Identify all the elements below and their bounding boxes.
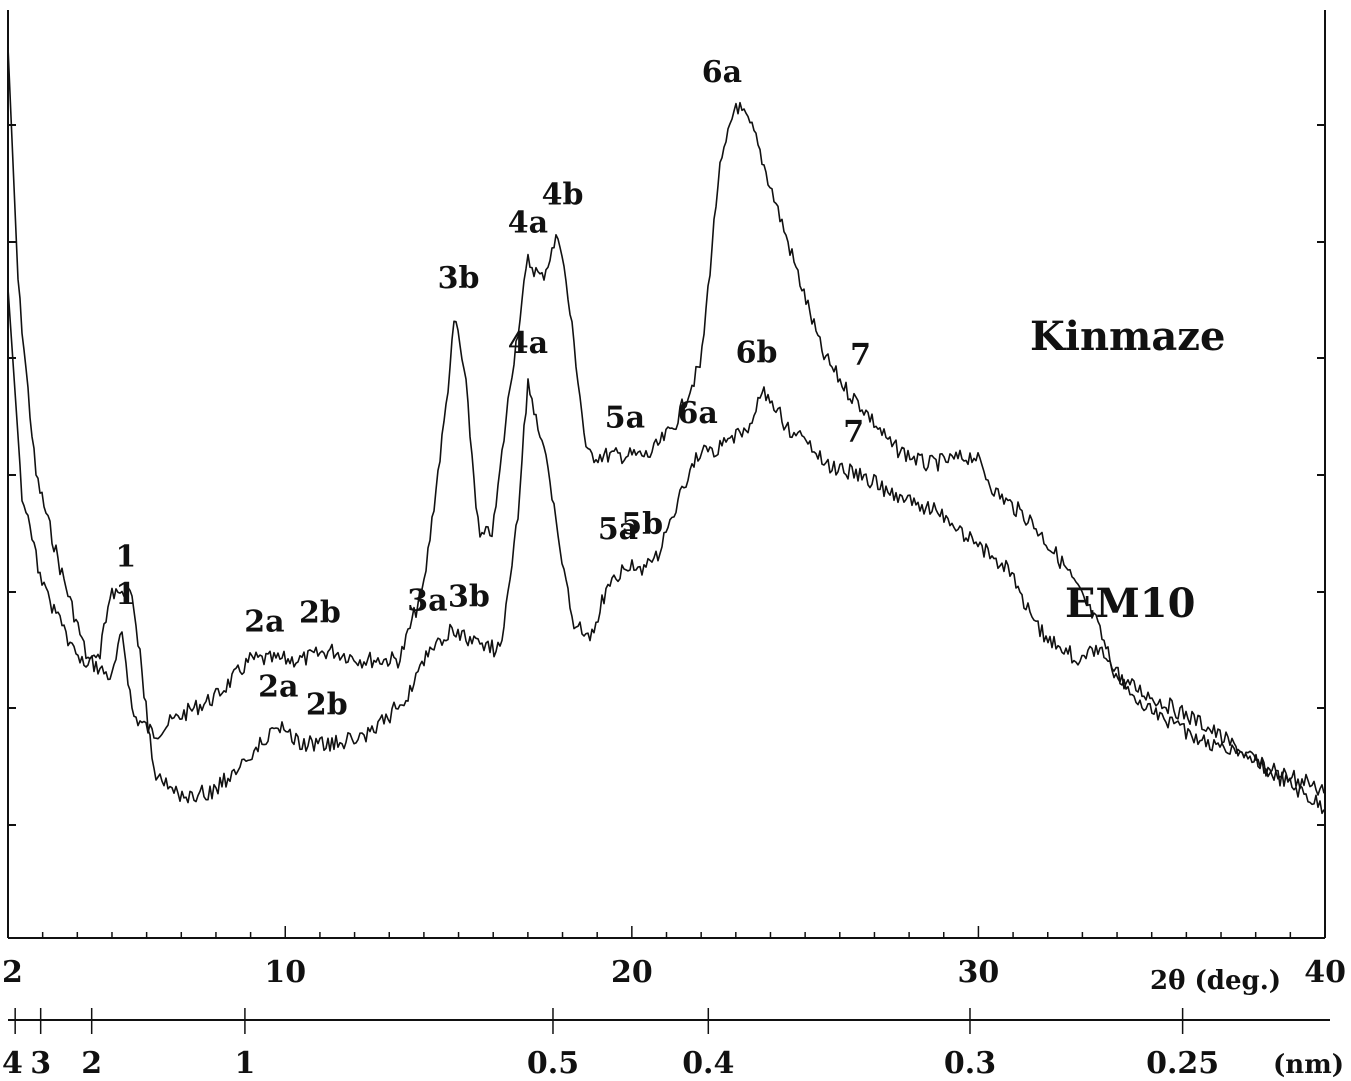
peak-label: 2b xyxy=(299,595,341,630)
spacing-tick-label: 3 xyxy=(30,1046,51,1081)
peak-label: 6a xyxy=(702,55,742,90)
peak-label: 3a xyxy=(407,583,447,618)
peak-label: 2a xyxy=(258,670,298,705)
peak-label: 5a xyxy=(598,512,638,547)
x-tick-label: 10 xyxy=(264,955,306,990)
series-label-kinmaze: Kinmaze xyxy=(1030,313,1225,360)
spacing-tick-label: 0.4 xyxy=(682,1046,734,1081)
x-tick-label: 30 xyxy=(958,955,1000,990)
x-tick-label: 2 xyxy=(2,955,23,990)
peak-label: 3b xyxy=(438,261,480,296)
plot-frame xyxy=(7,10,1330,1021)
legend: Kinmaze EM10 xyxy=(1030,313,1225,627)
peak-label: 4a xyxy=(508,326,548,361)
peak-label: 7 xyxy=(843,414,864,449)
peak-label: 4a xyxy=(508,206,548,241)
peak-label: 6b xyxy=(736,335,778,370)
spacing-tick-label: 0.5 xyxy=(527,1046,579,1081)
series-line-em10 xyxy=(7,288,1325,804)
x-tick-label: 40 xyxy=(1304,955,1346,990)
peak-label: 5a xyxy=(605,400,645,435)
spacing-tick-label: 0.25 xyxy=(1146,1046,1219,1081)
peak-label: 1 xyxy=(115,577,136,612)
peak-label: 4b xyxy=(542,178,584,213)
x-axis-title: 2θ (deg.) xyxy=(1150,966,1281,996)
spacing-axis-ticks: 4 3 2 1 0.5 0.4 0.3 0.25 xyxy=(2,1008,1219,1081)
spacing-tick-label: 2 xyxy=(81,1046,102,1081)
peak-label: 5b xyxy=(621,507,663,542)
peak-label: 3b xyxy=(448,580,490,615)
y-axis-ticks xyxy=(8,124,1325,826)
x-tick-label: 20 xyxy=(611,955,653,990)
peak-label: 7 xyxy=(850,337,871,372)
series-layer xyxy=(7,47,1325,815)
spacing-tick-label: 0.3 xyxy=(944,1046,996,1081)
series-line-kinmaze xyxy=(7,47,1325,815)
peak-label: 6a xyxy=(678,396,718,431)
spacing-tick-label: 1 xyxy=(234,1046,255,1081)
spacing-tick-label: 4 xyxy=(2,1046,23,1081)
series-label-em10: EM10 xyxy=(1065,580,1195,627)
x-axis-ticks: 2 10 20 30 40 xyxy=(2,926,1346,990)
peak-label: 1 xyxy=(115,540,136,575)
spacing-axis-unit: (nm) xyxy=(1273,1050,1344,1080)
peak-label: 2b xyxy=(306,688,348,723)
peak-label: 2a xyxy=(244,605,284,640)
